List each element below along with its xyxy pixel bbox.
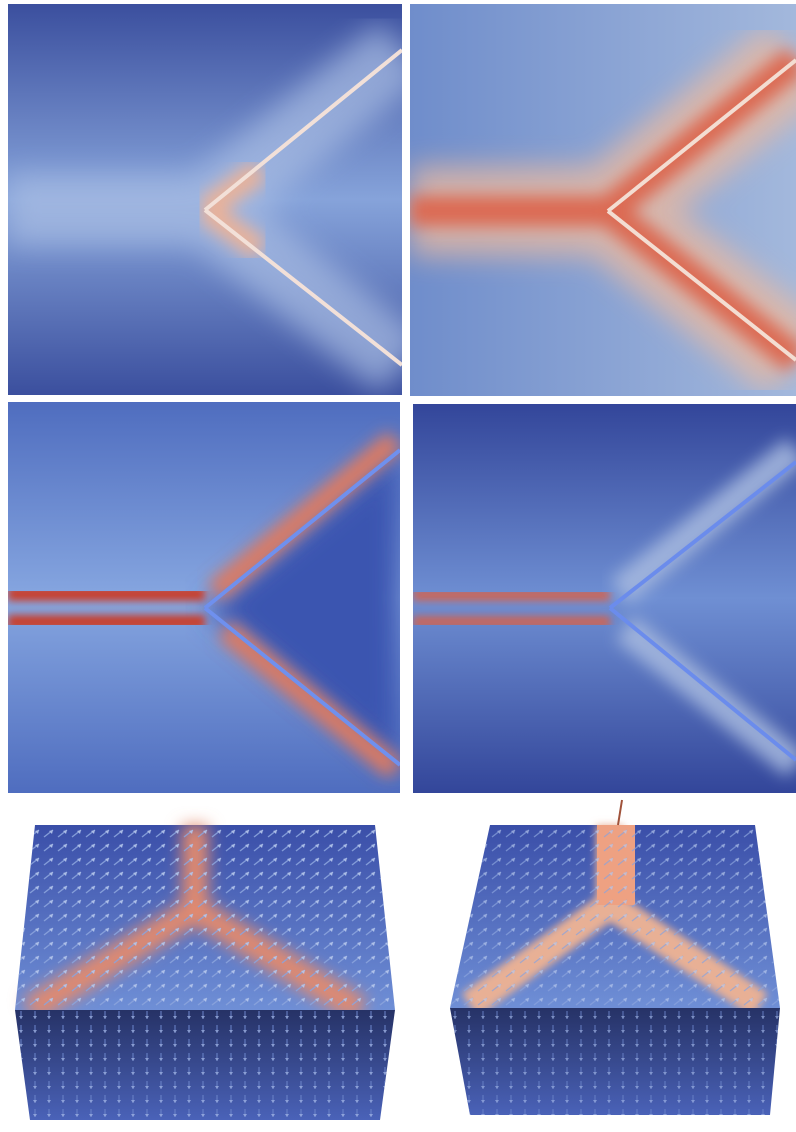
panel-bottom-right — [450, 800, 780, 1115]
panel-middle-right — [413, 404, 796, 793]
panel-middle-left — [8, 402, 400, 793]
page — [0, 0, 796, 1132]
figure — [0, 0, 796, 1132]
panel-top-right — [410, 4, 796, 396]
panel-bottom-left — [15, 825, 395, 1120]
panel-top-left — [8, 4, 402, 395]
